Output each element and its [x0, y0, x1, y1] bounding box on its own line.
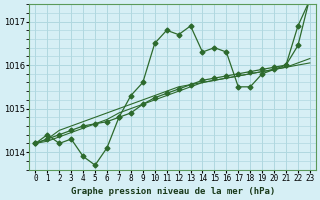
X-axis label: Graphe pression niveau de la mer (hPa): Graphe pression niveau de la mer (hPa)	[70, 187, 275, 196]
